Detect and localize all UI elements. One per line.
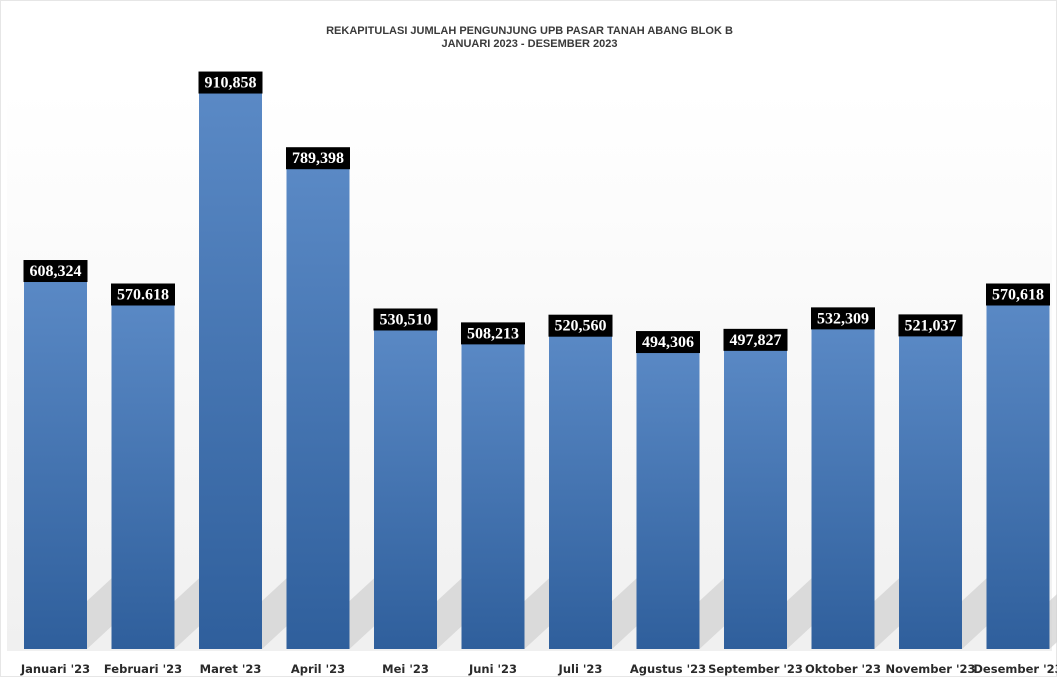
bar-4 <box>287 157 350 649</box>
x-tick-label: Januari '23 <box>20 662 90 676</box>
data-label: 521,037 <box>905 317 957 334</box>
data-label: 570,618 <box>992 287 1044 304</box>
bar-9 <box>724 339 787 649</box>
x-tick-label: Oktober '23 <box>805 662 881 676</box>
bar-1 <box>24 270 87 649</box>
data-label: 910,858 <box>205 75 257 92</box>
data-label: 520,560 <box>555 318 607 335</box>
x-tick-label: Maret '23 <box>200 662 262 676</box>
data-label: 508,213 <box>467 325 519 342</box>
bar-11 <box>899 324 962 649</box>
x-tick-label: November '23 <box>885 662 975 676</box>
data-label: 789,398 <box>292 150 344 167</box>
data-label: 608,324 <box>30 263 82 280</box>
bar-5 <box>374 318 437 649</box>
data-label: 570.618 <box>117 287 169 304</box>
x-tick-label: Desember '23 <box>973 662 1057 676</box>
bar-6 <box>462 332 525 649</box>
data-label: 532,309 <box>817 310 869 327</box>
bar-8 <box>637 341 700 649</box>
data-label: 494,306 <box>642 334 694 351</box>
x-tick-label: September '23 <box>708 662 803 676</box>
data-label: 497,827 <box>730 332 782 349</box>
x-tick-label: Agustus '23 <box>630 662 706 676</box>
x-tick-label: Juli '23 <box>558 662 603 676</box>
x-tick-label: April '23 <box>291 662 345 676</box>
bar-3 <box>199 82 262 649</box>
x-tick-label: Mei '23 <box>382 662 429 676</box>
data-label: 530,510 <box>380 311 432 328</box>
bar-10 <box>812 317 875 649</box>
x-axis-tick-labels: Januari '23 Februari '23 Maret '23 April '2… <box>20 662 1057 676</box>
x-tick-label: Februari '23 <box>104 662 182 676</box>
bar-7 <box>549 325 612 649</box>
bar-2 <box>112 294 175 649</box>
x-tick-label: Juni '23 <box>468 662 517 676</box>
bar-12 <box>987 294 1050 649</box>
